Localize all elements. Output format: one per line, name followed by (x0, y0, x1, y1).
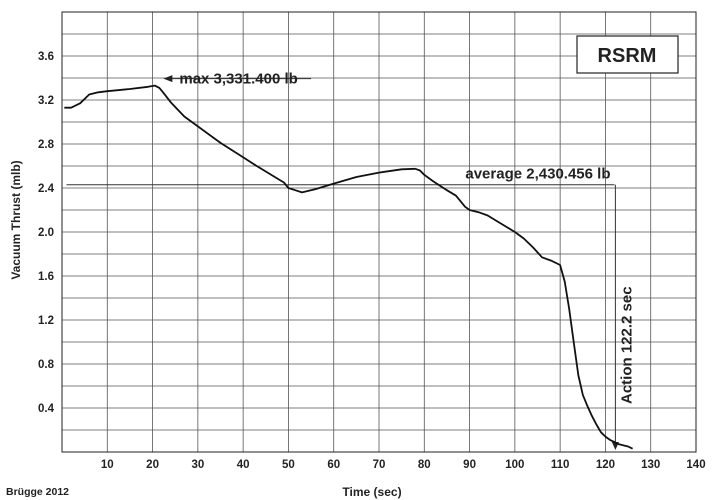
x-tick-label: 90 (463, 459, 476, 471)
x-tick-label: 10 (101, 459, 114, 471)
x-tick-label: 110 (551, 459, 570, 471)
x-tick-label: 120 (596, 459, 615, 471)
y-tick-labels: 0.4 0.8 1.2 1.6 2.0 2.4 2.8 3.2 3.6 (38, 51, 55, 415)
badge-box (576, 35, 679, 74)
x-tick-label: 50 (282, 459, 295, 471)
x-tick-labels: 10 20 30 40 50 60 70 80 90 100 110 120 130 140 (101, 459, 706, 471)
y-tick-label: 3.6 (38, 51, 54, 63)
x-tick-label: 70 (373, 459, 386, 471)
y-tick-label: 3.2 (38, 95, 54, 107)
y-tick-label: 0.4 (38, 403, 55, 415)
rsrm-badge: RSRM (576, 35, 679, 74)
action-annotation: Action 122.2 sec (618, 286, 635, 404)
badge-label: RSRM (598, 45, 657, 67)
x-tick-label: 60 (327, 459, 340, 471)
y-tick-label: 0.8 (38, 359, 55, 371)
y-tick-label: 2.4 (38, 183, 55, 195)
grid-lines (62, 12, 696, 452)
max-arrowhead (163, 75, 173, 83)
x-tick-label: 20 (146, 459, 159, 471)
credit-label: Brügge 2012 (6, 486, 69, 498)
y-axis-label: Vacuum Thrust (mlb) (9, 160, 23, 279)
thrust-series-line (64, 84, 633, 450)
y-tick-label: 1.6 (38, 271, 54, 283)
plot-frame (61, 11, 697, 453)
average-annotation: average 2,430.456 lb (465, 166, 610, 183)
x-tick-label: 140 (686, 459, 705, 471)
x-tick-label: 30 (191, 459, 204, 471)
max-annotation: max 3,331.400 lb (179, 71, 297, 88)
x-tick-label: 100 (505, 459, 524, 471)
x-tick-label: 130 (641, 459, 660, 471)
y-tick-label: 2.0 (38, 227, 54, 239)
x-axis-label: Time (sec) (342, 485, 401, 499)
x-tick-label: 80 (418, 459, 431, 471)
x-tick-label: 40 (237, 459, 250, 471)
y-tick-label: 1.2 (38, 315, 54, 327)
y-tick-label: 2.8 (38, 139, 55, 151)
